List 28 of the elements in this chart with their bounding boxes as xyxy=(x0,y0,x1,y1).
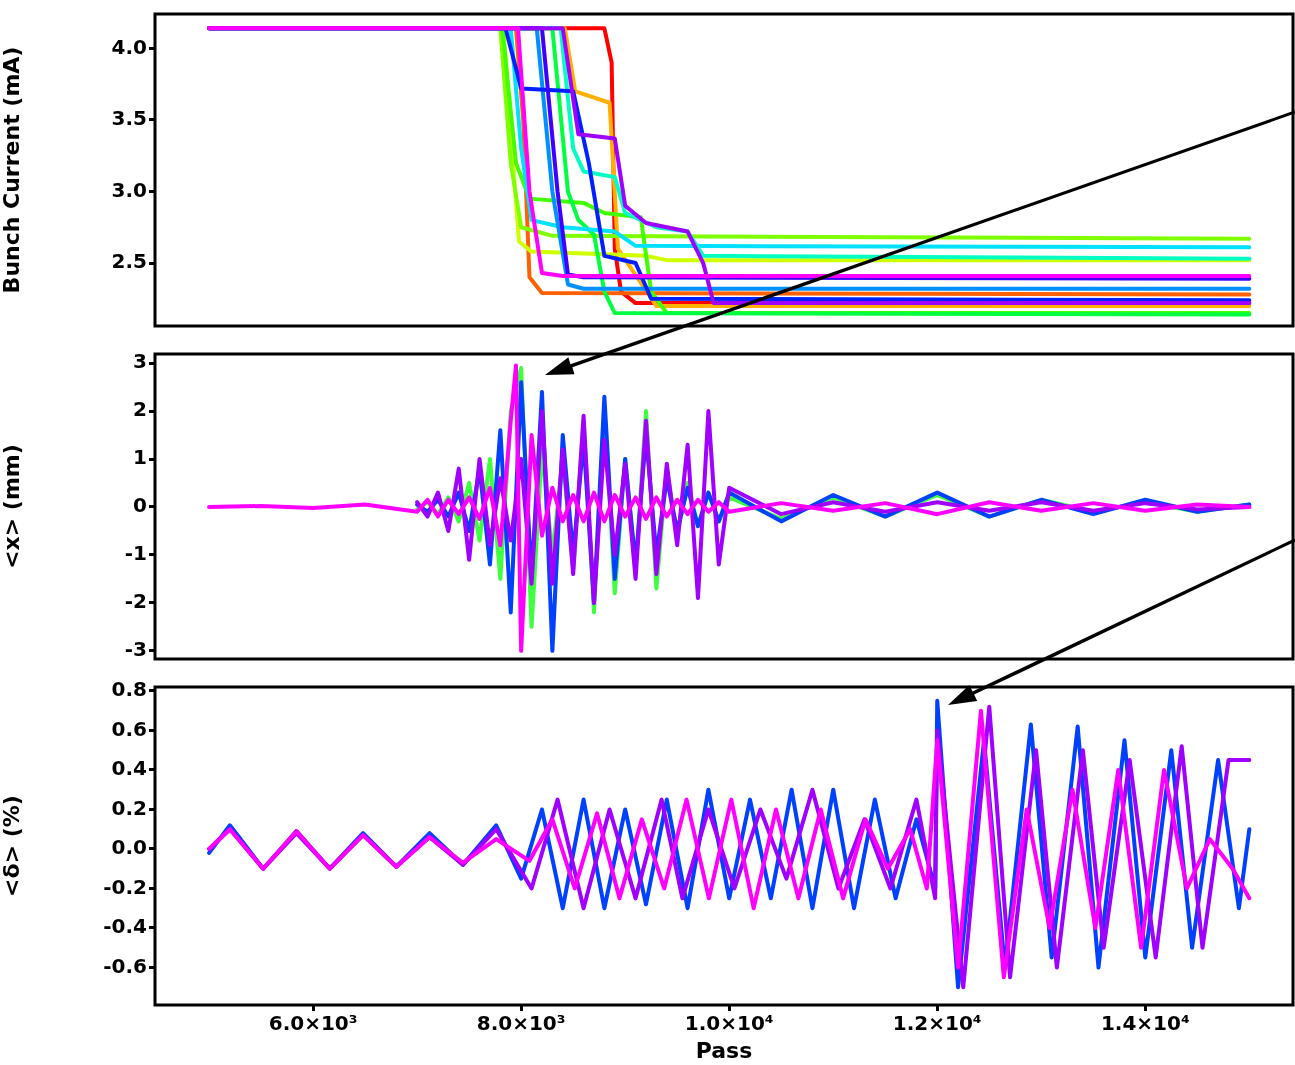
y-tick-label: 0.0 xyxy=(111,835,147,860)
y-tick-label: -2 xyxy=(124,589,147,614)
y-tick-label: -1 xyxy=(124,541,147,566)
y-tick-label: 0.6 xyxy=(111,716,147,741)
x-tick-label: 6.0×10³ xyxy=(268,1011,358,1036)
y-tick-label: -0.6 xyxy=(103,953,147,978)
y-tick-label: 4.0 xyxy=(111,34,147,59)
y-tick-label: -0.2 xyxy=(103,874,147,899)
y-tick-label: 3 xyxy=(133,349,147,374)
y-tick-label: 3.5 xyxy=(111,106,147,131)
y-tick-label: 2.5 xyxy=(111,249,147,274)
x-tick-label: 1.4×10⁴ xyxy=(1100,1011,1190,1036)
x-tick-label: 8.0×10³ xyxy=(476,1011,566,1036)
y-tick-label: 3.0 xyxy=(111,177,147,202)
x-axis-title: Pass xyxy=(695,1037,753,1063)
y-axis-title: <x> (mm) xyxy=(0,444,24,569)
y-tick-label: 0.8 xyxy=(111,677,147,702)
y-tick-label: -0.4 xyxy=(103,914,147,939)
y-tick-label: 1 xyxy=(133,445,147,470)
y-tick-label: 0.2 xyxy=(111,795,147,820)
x-tick-label: 1.2×10⁴ xyxy=(892,1011,982,1036)
x-tick-label: 1.0×10⁴ xyxy=(684,1011,774,1036)
y-tick-label: 0 xyxy=(133,493,147,518)
y-tick-label: 2 xyxy=(133,397,147,422)
y-tick-label: 0.4 xyxy=(111,756,147,781)
y-axis-title: <δ> (%) xyxy=(0,795,24,897)
y-tick-label: -3 xyxy=(124,637,147,662)
y-axis-title: Bunch Current (mA) xyxy=(0,46,24,294)
